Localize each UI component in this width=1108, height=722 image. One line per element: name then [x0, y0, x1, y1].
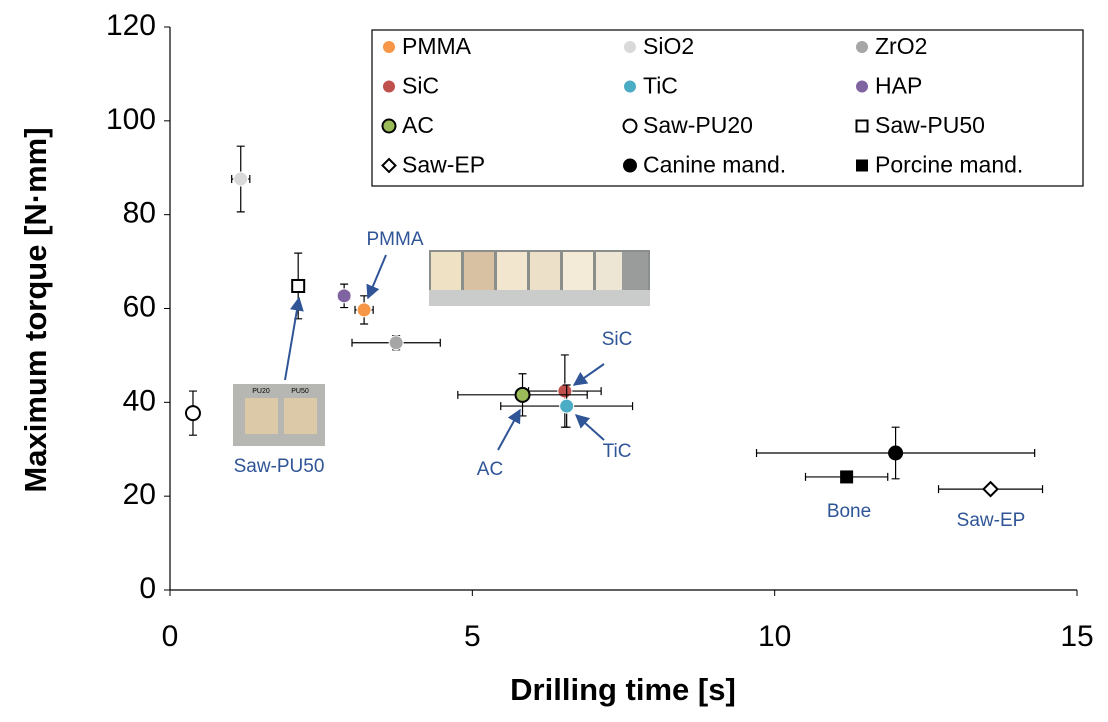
- legend-label: TiC: [643, 73, 678, 99]
- point: [291, 278, 306, 293]
- legend-marker: [382, 40, 396, 54]
- annotation-arrow: [497, 408, 521, 451]
- legend-label: SiO2: [643, 33, 694, 59]
- legend-entry: SiO2: [623, 33, 694, 59]
- point: [233, 171, 249, 187]
- legend-entry: Porcine mand.: [856, 152, 1023, 178]
- legend-label: SiC: [402, 73, 439, 99]
- legend-marker: [855, 40, 869, 54]
- annotation: Saw-PU50: [234, 456, 325, 477]
- legend-label: Canine mand.: [643, 152, 786, 178]
- legend-label: AC: [402, 112, 434, 138]
- y-tick-label: 0: [139, 572, 156, 605]
- legend-label: PMMA: [402, 33, 472, 59]
- point: [888, 445, 904, 461]
- y-tick-label: 20: [123, 478, 156, 511]
- legend-entry: SiC: [382, 73, 439, 99]
- legend-marker: [855, 119, 869, 133]
- y-tick-label: 80: [123, 197, 156, 230]
- photo-pu: PU20 PU50: [233, 384, 325, 446]
- legend-entry: Canine mand.: [623, 152, 786, 178]
- annotation-arrow: [284, 296, 304, 381]
- legend-marker: [623, 40, 637, 54]
- x-tick-label: 0: [162, 620, 179, 653]
- legend-entry: Saw-PU20: [622, 112, 753, 138]
- legend-label: ZrO2: [875, 33, 927, 59]
- legend-marker: [856, 159, 868, 172]
- legend-entry: HAP: [855, 73, 922, 99]
- legend-label: Saw-PU20: [643, 112, 753, 138]
- legend-label: HAP: [875, 73, 922, 99]
- y-tick-label: 60: [123, 290, 156, 323]
- annotation: PMMA: [367, 229, 424, 250]
- photo-label: PU20: [252, 388, 270, 395]
- annotation: Bone: [827, 501, 871, 522]
- legend-label: Saw-PU50: [875, 112, 985, 138]
- legend-entry: AC: [381, 112, 434, 138]
- legend-box: [371, 29, 1084, 187]
- point: [356, 302, 372, 318]
- annotation: TiC: [603, 441, 632, 462]
- annotation: SiC: [602, 329, 633, 350]
- point: [184, 405, 201, 422]
- point: [514, 386, 531, 403]
- x-tick-label: 5: [464, 620, 481, 653]
- legend-marker: [381, 118, 397, 134]
- legend-label: Saw-EP: [402, 152, 485, 178]
- x-axis-title: Drilling time [s]: [510, 672, 736, 707]
- point: [557, 383, 573, 399]
- annotation: AC: [477, 459, 503, 480]
- legend-entry: PMMA: [382, 33, 472, 59]
- photo-blocks: [429, 250, 650, 306]
- annotation-arrow: [572, 363, 605, 386]
- legend-entry: TiC: [623, 73, 678, 99]
- x-tick-label: 15: [1060, 620, 1093, 653]
- point: [336, 288, 352, 304]
- x-tick-label: 10: [758, 620, 791, 653]
- point: [388, 335, 404, 351]
- y-tick-label: 120: [106, 9, 156, 42]
- legend-marker: [381, 157, 397, 174]
- legend-marker: [623, 79, 637, 94]
- legend-entry: ZrO2: [855, 33, 927, 59]
- point: [982, 480, 999, 498]
- legend-marker: [623, 158, 637, 173]
- legend-label: Porcine mand.: [875, 152, 1023, 178]
- photo-label: PU50: [291, 388, 309, 395]
- legend-entry: Saw-EP: [381, 152, 485, 178]
- y-tick-label: 40: [123, 384, 156, 417]
- point: [559, 398, 575, 414]
- y-tick-label: 100: [106, 103, 156, 136]
- annotation-arrow: [366, 254, 387, 300]
- y-axis-title: Maximum torque [N·mm]: [18, 127, 53, 492]
- legend-marker: [622, 118, 638, 134]
- annotation: Saw-EP: [957, 510, 1026, 531]
- legend-marker: [382, 79, 396, 94]
- point: [840, 470, 854, 484]
- annotation-arrow: [574, 414, 605, 441]
- legend-marker: [855, 79, 869, 94]
- legend-entry: Saw-PU50: [855, 112, 985, 138]
